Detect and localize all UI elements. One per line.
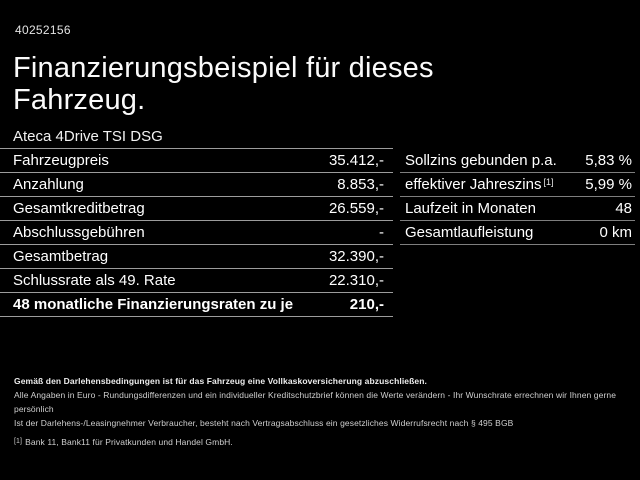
row-label: Abschlussgebühren <box>13 224 145 241</box>
table-row-monthly-rate: 48 monatliche Finanzierungsraten zu je 2… <box>0 293 393 317</box>
page-title-line1: Finanzierungsbeispiel für dieses <box>13 52 434 84</box>
financing-table-left: Fahrzeugpreis 35.412,- Anzahlung 8.853,-… <box>0 148 393 317</box>
table-row: Laufzeit in Monaten 48 <box>400 197 635 221</box>
row-value: 0 km <box>599 224 632 241</box>
legal-footer: Gemäß den Darlehensbedingungen ist für d… <box>14 374 630 449</box>
footer-insurance-note: Gemäß den Darlehensbedingungen ist für d… <box>14 376 427 386</box>
page-title-line2: Fahrzeug. <box>13 84 146 116</box>
row-label: Gesamtlaufleistung <box>405 224 534 241</box>
offer-id: 40252156 <box>15 23 71 37</box>
table-row: Schlussrate als 49. Rate 22.310,- <box>0 269 393 293</box>
page-title: Finanzierungsbeispiel für dieses Fahrzeu… <box>13 52 434 116</box>
footnote-marker: [1] <box>543 177 554 187</box>
row-value: 5,83 % <box>585 152 632 169</box>
footnote-marker: [1] <box>14 438 23 445</box>
row-label: Sollzins gebunden p.a. <box>405 152 557 169</box>
vehicle-model: Ateca 4Drive TSI DSG <box>13 128 163 145</box>
table-row: Fahrzeugpreis 35.412,- <box>0 149 393 173</box>
row-label: Fahrzeugpreis <box>13 152 109 169</box>
row-label: Anzahlung <box>13 176 84 193</box>
row-value: 48 <box>615 200 632 217</box>
footer-disclaimer-line: Alle Angaben in Euro - Rundungsdifferenz… <box>14 390 617 414</box>
row-label: effektiver Jahreszins [1] <box>405 176 554 193</box>
row-label: Gesamtkreditbetrag <box>13 200 145 217</box>
footer-disclaimer-line: Ist der Darlehens-/Leasingnehmer Verbrau… <box>14 418 514 428</box>
table-row: Anzahlung 8.853,- <box>0 173 393 197</box>
table-row: Gesamtbetrag 32.390,- <box>0 245 393 269</box>
row-value: 22.310,- <box>328 272 384 289</box>
row-label: Gesamtbetrag <box>13 248 109 265</box>
table-row: Gesamtlaufleistung 0 km <box>400 221 635 245</box>
row-value: - <box>379 224 384 241</box>
row-label: Schlussrate als 49. Rate <box>13 272 176 289</box>
table-row: Gesamtkreditbetrag 26.559,- <box>0 197 393 221</box>
row-value: 26.559,- <box>328 200 384 217</box>
table-row: effektiver Jahreszins [1] 5,99 % <box>400 173 635 197</box>
financing-table-right: Sollzins gebunden p.a. 5,83 % effektiver… <box>400 149 635 245</box>
footer-footnote: [1] Bank 11, Bank11 für Privatkunden und … <box>14 435 630 449</box>
row-value: 8.853,- <box>337 176 384 193</box>
table-row: Abschlussgebühren - <box>0 221 393 245</box>
row-value: 210,- <box>349 296 384 313</box>
row-value: 32.390,- <box>328 248 384 265</box>
row-value: 35.412,- <box>328 152 384 169</box>
row-label: 48 monatliche Finanzierungsraten zu je <box>13 296 294 313</box>
table-row: Sollzins gebunden p.a. 5,83 % <box>400 149 635 173</box>
footnote-text: Bank 11, Bank11 für Privatkunden und Han… <box>25 437 233 447</box>
row-value: 5,99 % <box>585 176 632 193</box>
row-label: Laufzeit in Monaten <box>405 200 536 217</box>
